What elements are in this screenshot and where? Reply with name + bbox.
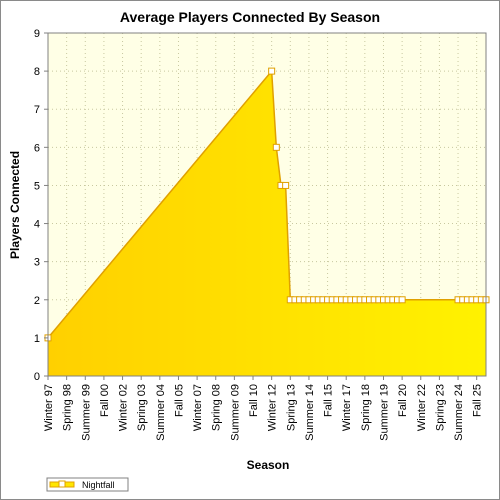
legend-box <box>46 477 129 492</box>
x-axis-label: Season <box>247 458 290 472</box>
y-axis: 0 1 2 3 4 5 6 7 8 9 <box>34 28 48 383</box>
y-tick-label: 4 <box>34 219 40 231</box>
data-point <box>268 67 276 75</box>
x-tick-label: Summer 99 <box>80 384 92 441</box>
legend-marker <box>58 480 66 488</box>
y-tick-label: 5 <box>34 180 40 192</box>
x-tick-label: Winter 02 <box>118 384 130 431</box>
legend-label: Nightfall <box>82 480 115 490</box>
legend: Nightfall <box>46 477 129 492</box>
x-tick-label: Spring 23 <box>434 384 446 431</box>
y-tick-label: 2 <box>34 295 40 307</box>
x-tick-label: Winter 17 <box>341 384 353 431</box>
y-tick-label: 6 <box>34 142 40 154</box>
y-tick-label: 9 <box>34 28 40 40</box>
plot-border <box>47 32 487 377</box>
x-tick-label: Fall 15 <box>323 384 335 417</box>
x-tick-label: Spring 98 <box>62 384 74 431</box>
x-tick-label: Summer 14 <box>304 384 316 441</box>
x-tick-label: Fall 10 <box>248 384 260 417</box>
plot-area <box>44 32 490 377</box>
y-tick-label: 1 <box>34 333 40 345</box>
x-tick-label: Winter 97 <box>43 384 55 431</box>
x-tick-label: Spring 03 <box>136 384 148 431</box>
x-tick-label: Winter 22 <box>416 384 428 431</box>
y-tick-label: 8 <box>34 66 40 78</box>
x-tick-label: Fall 25 <box>472 384 484 417</box>
data-point <box>282 181 290 189</box>
y-axis-label: Players Connected <box>8 151 22 259</box>
data-point <box>272 143 280 151</box>
x-tick-label: Spring 08 <box>211 384 223 431</box>
x-tick-label: Spring 13 <box>285 384 297 431</box>
x-tick-label: Winter 12 <box>267 384 279 431</box>
data-point <box>398 296 406 304</box>
x-tick-label: Summer 19 <box>378 384 390 441</box>
x-axis: Winter 97 Spring 98 Summer 99 Fall 00 Winter… <box>43 376 484 441</box>
x-tick-label: Fall 00 <box>99 384 111 417</box>
y-tick-label: 3 <box>34 257 40 269</box>
x-tick-label: Spring 18 <box>360 384 372 431</box>
x-tick-label: Fall 05 <box>173 384 185 417</box>
y-tick-label: 0 <box>34 371 40 383</box>
x-tick-label: Summer 04 <box>155 384 167 441</box>
y-tick-label: 7 <box>34 104 40 116</box>
x-tick-label: Summer 09 <box>229 384 241 441</box>
chart-title: Average Players Connected By Season <box>120 9 380 25</box>
x-tick-label: Winter 07 <box>192 384 204 431</box>
x-tick-label: Fall 20 <box>397 384 409 417</box>
x-tick-label: Summer 24 <box>453 384 465 441</box>
